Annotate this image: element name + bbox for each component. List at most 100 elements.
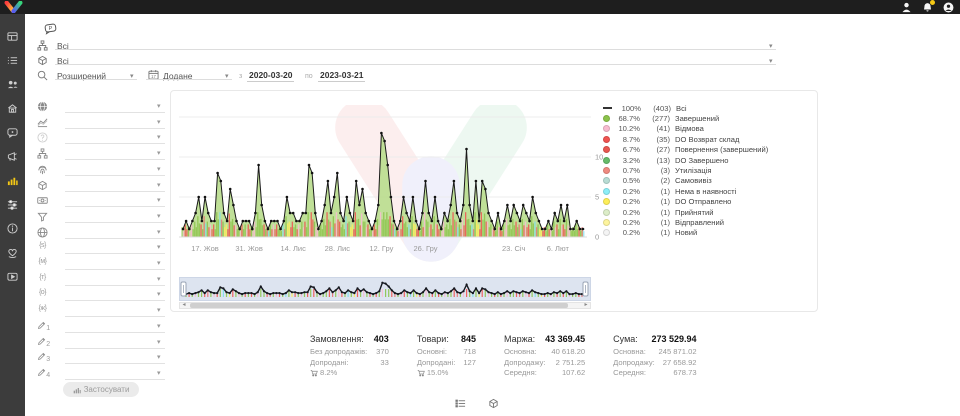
panel-filter-field[interactable] — [65, 300, 165, 302]
sidebar-item-info-icon[interactable] — [0, 218, 25, 238]
filter-product-field[interactable] — [55, 54, 776, 65]
notification-badge — [930, 0, 935, 5]
date-from-input[interactable]: 2020-03-20 — [247, 70, 295, 82]
sidebar-item-video-icon[interactable] — [0, 266, 25, 286]
legend-item[interactable]: 10.2% (41) Відмова — [603, 124, 808, 134]
date-field[interactable] — [146, 69, 232, 80]
panel-filter-field[interactable] — [65, 190, 165, 192]
panel-filter-field[interactable] — [65, 284, 165, 286]
sidebar-item-chart-icon[interactable] — [0, 170, 25, 190]
list-view-icon[interactable] — [455, 398, 466, 409]
sidebar-item-chat-icon[interactable] — [0, 122, 25, 142]
chevron-down-icon[interactable]: ▾ — [157, 165, 161, 173]
legend-item[interactable]: 0.2% (1) Відправлений — [603, 217, 808, 227]
panel-filter-field[interactable] — [65, 127, 165, 129]
legend-color-swatch — [603, 115, 610, 123]
scroll-left-icon[interactable]: ◂ — [182, 302, 186, 308]
chevron-down-icon[interactable]: ▾ — [157, 260, 161, 267]
brush-scrollbar[interactable]: ◂ ▸ — [179, 302, 591, 309]
chevron-down-icon[interactable]: ▾ — [157, 118, 161, 126]
chevron-down-icon[interactable]: ▾ — [157, 369, 161, 377]
filter-product-value[interactable]: Всі — [57, 56, 69, 66]
chevron-down-icon[interactable]: ▾ — [157, 244, 161, 252]
panel-filter-field[interactable] — [65, 347, 165, 349]
chevron-down-icon[interactable]: ▾ — [130, 73, 134, 80]
sidebar-item-dashboard-icon[interactable] — [0, 26, 25, 46]
legend-item[interactable]: 0.5% (2) Самовивіз — [603, 176, 808, 186]
panel-filter-field[interactable] — [65, 112, 165, 113]
search-mode-field[interactable] — [55, 69, 137, 80]
sidebar-item-users-icon[interactable] — [0, 74, 25, 94]
panel-filter-field[interactable] — [65, 143, 165, 145]
panel-filter-field[interactable] — [65, 206, 165, 208]
panel-filter-field[interactable] — [65, 363, 165, 365]
search-mode-select[interactable]: Розширений — [57, 71, 107, 81]
legend-item[interactable]: 8.7% (35) DO Возврат склад — [603, 134, 808, 144]
chevron-down-icon[interactable]: ▾ — [157, 338, 161, 346]
product-icon — [37, 55, 48, 66]
chevron-down-icon[interactable]: ▾ — [157, 197, 161, 205]
chevron-down-icon[interactable]: ▾ — [157, 307, 161, 315]
sidebar-item-store-icon[interactable] — [0, 98, 25, 118]
chevron-down-icon[interactable]: ▾ — [157, 322, 161, 330]
legend-item[interactable]: 0.7% (3) Утилізація — [603, 165, 808, 175]
panel-filter-field[interactable] — [65, 221, 165, 223]
date-to-input[interactable]: 2023-03-21 — [318, 70, 366, 82]
chevron-down-icon[interactable]: ▾ — [769, 58, 773, 65]
brand-logo[interactable] — [3, 1, 24, 13]
legend-item[interactable]: 6.7% (27) Повернення (завершений) — [603, 145, 808, 155]
variable-glyph-icon: {s} — [39, 242, 46, 250]
panel-filter-field[interactable] — [65, 378, 165, 380]
sidebar-item-list-icon[interactable] — [0, 50, 25, 70]
panel-filter-field[interactable] — [65, 331, 165, 333]
sidebar-item-megaphone-icon[interactable] — [0, 146, 25, 166]
panel-filter-field[interactable] — [65, 159, 165, 161]
sidebar-item-heart-icon[interactable] — [0, 242, 25, 262]
help-icon — [37, 132, 48, 143]
chevron-down-icon[interactable]: ▾ — [157, 181, 161, 189]
chart-brush[interactable] — [179, 277, 591, 301]
panel-filter-field[interactable] — [65, 253, 165, 255]
legend-item[interactable]: 100% (403) Всі — [603, 103, 808, 113]
apply-button[interactable]: Застосувати — [63, 382, 139, 397]
legend-item[interactable]: 3.2% (13) DO Завершено — [603, 155, 808, 165]
chevron-down-icon[interactable]: ▾ — [157, 291, 161, 299]
date-field-select[interactable]: Додане — [163, 71, 193, 81]
scrollbar-track[interactable] — [188, 303, 582, 308]
chevron-down-icon[interactable]: ▾ — [157, 354, 161, 362]
product-view-icon[interactable] — [488, 398, 499, 409]
orders-chart[interactable]: 0 5 10 17. Жов 31. Жов 14. Лис 28. Лис 12. Гру 2… — [179, 97, 619, 273]
panel-filter-field[interactable] — [65, 174, 165, 176]
legend-item[interactable]: 0.2% (1) Новий — [603, 228, 808, 238]
chevron-down-icon[interactable]: ▾ — [157, 134, 161, 142]
legend-item[interactable]: 0.2% (1) Прийнятий — [603, 207, 808, 217]
brush-handle-right[interactable] — [582, 281, 589, 297]
legend-item[interactable]: 0.2% (1) DO Отправлено — [603, 197, 808, 207]
legend-item[interactable]: 68.7% (277) Завершений — [603, 113, 808, 123]
chevron-down-icon[interactable]: ▾ — [157, 228, 161, 236]
filter-source-value[interactable]: Всі — [57, 41, 69, 51]
filter-source-field[interactable] — [55, 39, 776, 50]
svg-text:14. Лис: 14. Лис — [281, 244, 307, 253]
search-icon[interactable] — [37, 70, 48, 81]
user-icon[interactable] — [901, 2, 912, 13]
legend-item[interactable]: 0.2% (1) Нема в наявності — [603, 186, 808, 196]
bell-icon[interactable] — [922, 0, 935, 13]
pipeline-bubble-icon[interactable] — [43, 23, 58, 35]
brush-handle-left[interactable] — [180, 281, 187, 297]
sidebar-item-sliders-icon[interactable] — [0, 194, 25, 214]
chevron-down-icon[interactable]: ▾ — [157, 275, 161, 283]
chevron-down-icon[interactable]: ▾ — [157, 103, 161, 110]
panel-filter-row: 2 ▾ — [35, 336, 165, 350]
chevron-down-icon[interactable]: ▾ — [157, 150, 161, 158]
chevron-down-icon[interactable]: ▾ — [157, 212, 161, 220]
panel-filter-field[interactable] — [65, 237, 165, 239]
avatar-icon[interactable] — [943, 2, 954, 13]
panel-filter-field[interactable] — [65, 316, 165, 318]
panel-filter-field[interactable] — [65, 269, 165, 270]
date-to-label: по — [305, 73, 313, 80]
chevron-down-icon[interactable]: ▾ — [225, 73, 229, 80]
scroll-right-icon[interactable]: ▸ — [584, 302, 588, 308]
chevron-down-icon[interactable]: ▾ — [769, 43, 773, 50]
scrollbar-thumb[interactable] — [190, 303, 569, 308]
